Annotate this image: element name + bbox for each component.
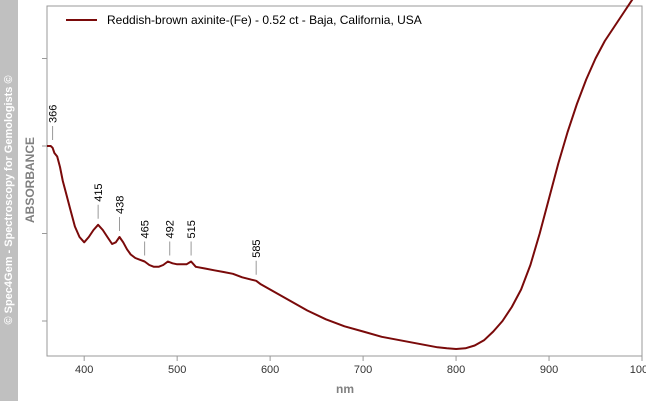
peak-label: 585 <box>251 239 263 257</box>
x-axis-title: nm <box>336 382 354 396</box>
sidebar-band <box>0 0 18 401</box>
legend: Reddish-brown axinite-(Fe) - 0.52 ct - B… <box>66 13 422 27</box>
x-axis-ticks: 400 500 600 700 800 900 1000 <box>75 356 646 376</box>
peak-label: 492 <box>165 220 177 238</box>
peak-annotations: 366 415 438 465 492 515 585 <box>48 105 263 275</box>
series-line <box>47 0 634 350</box>
series-group <box>47 0 634 350</box>
x-tick-label: 800 <box>447 364 465 376</box>
peak-label: 465 <box>140 220 152 238</box>
plot-border <box>46 5 643 357</box>
x-tick-label: 500 <box>168 364 186 376</box>
y-axis-ticks <box>42 58 47 322</box>
plot-frame <box>46 5 643 357</box>
x-tick-label: 700 <box>354 364 372 376</box>
peak-label: 438 <box>115 196 127 214</box>
peak-label: 415 <box>93 183 105 201</box>
peak-label: 366 <box>48 105 60 123</box>
legend-label: Reddish-brown axinite-(Fe) - 0.52 ct - B… <box>107 13 422 27</box>
x-tick-label: 900 <box>540 364 558 376</box>
x-tick-label: 1000 <box>630 364 646 376</box>
x-tick-label: 600 <box>261 364 279 376</box>
x-tick-label: 400 <box>75 364 93 376</box>
y-axis-title: ABSORBANCE <box>23 137 37 223</box>
peak-label: 515 <box>186 220 198 238</box>
copyright-text: © Spec4Gem - Spectroscopy for Gemologist… <box>3 75 15 324</box>
